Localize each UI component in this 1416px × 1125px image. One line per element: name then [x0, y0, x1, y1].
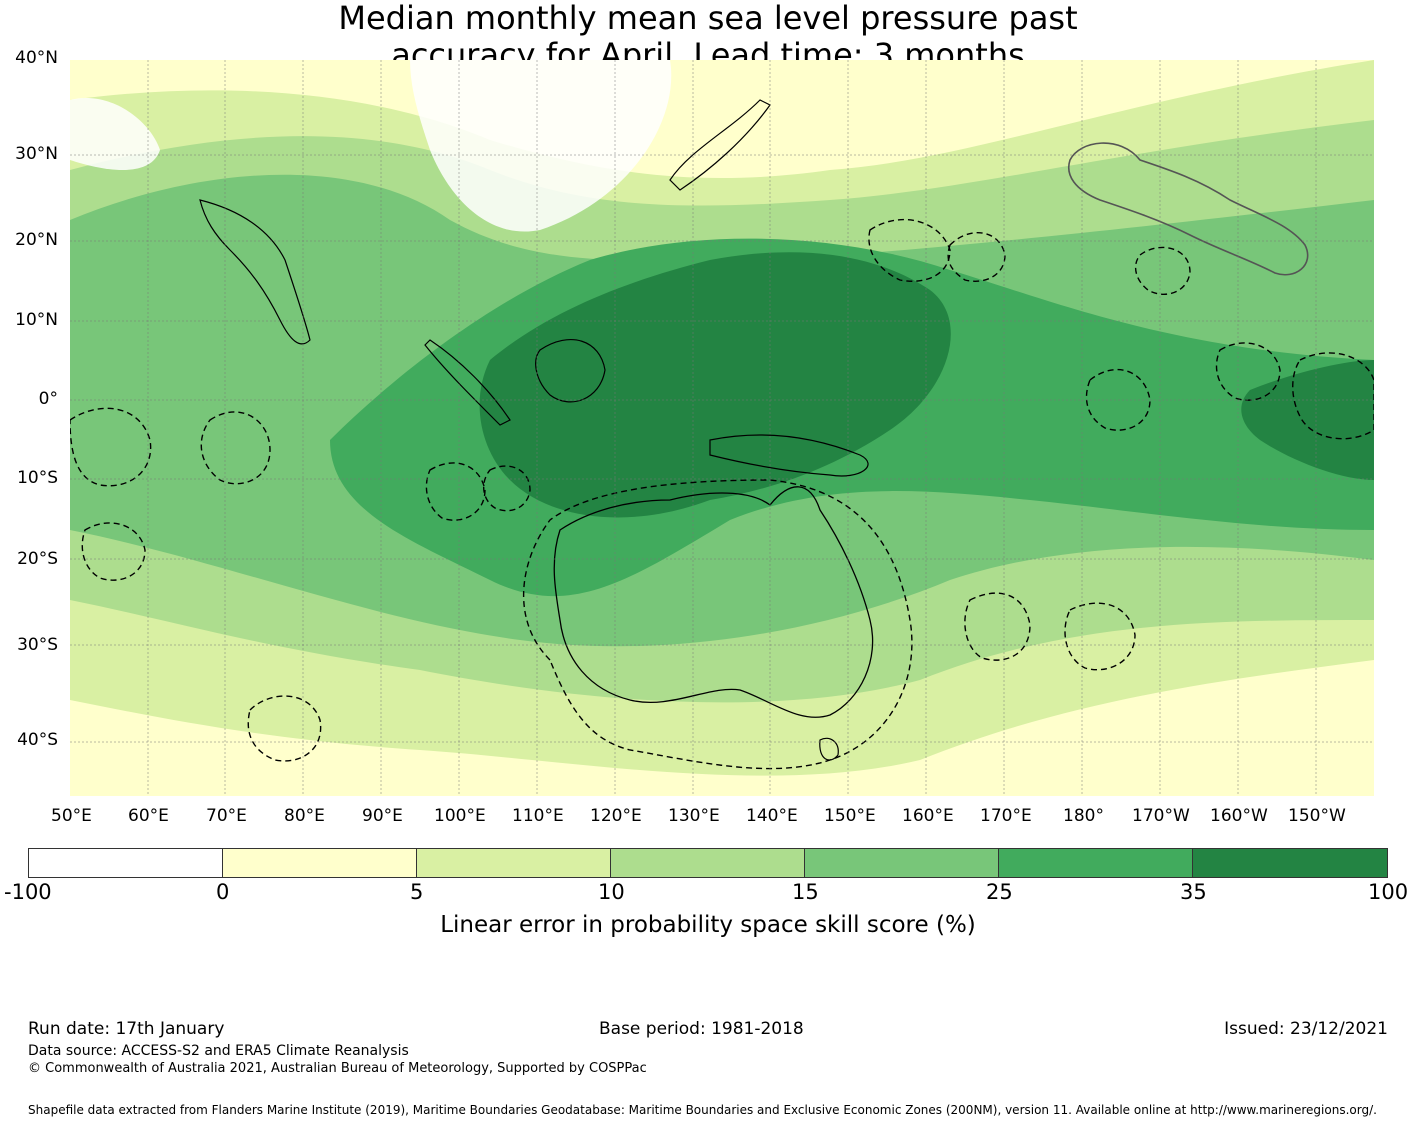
issued-date: Issued: 23/12/2021: [1224, 1019, 1388, 1039]
map-canvas: [70, 60, 1374, 796]
eez-boundaries: [70, 218, 1374, 770]
skill-score-map: [70, 60, 1374, 796]
sumatra-coastline: [424, 339, 511, 426]
colorbar-tick: 15: [792, 880, 819, 904]
lat-label-20n: 20°N: [15, 230, 58, 250]
lat-label-10s: 10°S: [17, 468, 58, 488]
lon-label-90e: 90°E: [362, 806, 403, 826]
lat-label-20s: 20°S: [17, 549, 58, 569]
colorbar-tick: 35: [1180, 880, 1207, 904]
lon-label-150e: 150°E: [824, 806, 876, 826]
graticule: [70, 60, 1374, 796]
colorbar-segment: [805, 849, 999, 877]
borneo-coastline: [535, 339, 606, 403]
colorbar-tick: 100: [1368, 880, 1409, 904]
lon-label-60e: 60°E: [128, 806, 169, 826]
lon-label-160w: 160°W: [1210, 806, 1268, 826]
colorbar-tick: 10: [598, 880, 625, 904]
new-guinea-coastline: [709, 434, 869, 477]
lon-label-50e: 50°E: [51, 806, 92, 826]
colorbar-segment: [611, 849, 805, 877]
shapefile-credit: Shapefile data extracted from Flanders M…: [28, 1103, 1377, 1117]
colorbar: [28, 848, 1388, 878]
colorbar-tick: 5: [410, 880, 424, 904]
skill-band-100: [479, 252, 951, 518]
lon-label-130e: 130°E: [668, 806, 720, 826]
skill-band-100-east: [1241, 360, 1374, 480]
lat-label-30n: 30°N: [15, 144, 58, 164]
skill-band-negative-china: [410, 60, 672, 232]
lon-label-120e: 120°E: [590, 806, 642, 826]
colorbar-segment: [1193, 849, 1387, 877]
tasmania-coastline: [819, 737, 839, 761]
colorbar-tick: -100: [4, 880, 52, 904]
lat-label-40s: 40°S: [17, 730, 58, 750]
colorbar-tick: 0: [216, 880, 230, 904]
lon-label-80e: 80°E: [284, 806, 325, 826]
australia-coastline: [553, 486, 874, 718]
lat-label-30s: 30°S: [17, 635, 58, 655]
lon-label-70e: 70°E: [206, 806, 247, 826]
lon-label-170e: 170°E: [980, 806, 1032, 826]
copyright: © Commonwealth of Australia 2021, Austra…: [28, 1061, 647, 1076]
run-date: Run date: 17th January: [28, 1019, 225, 1039]
lon-label-140e: 140°E: [746, 806, 798, 826]
colorbar-segment: [999, 849, 1193, 877]
colorbar-segment: [223, 849, 417, 877]
lon-label-110e: 110°E: [512, 806, 564, 826]
data-source: Data source: ACCESS-S2 and ERA5 Climate …: [28, 1043, 409, 1059]
colorbar-segment: [29, 849, 223, 877]
lat-label-40n: 40°N: [15, 48, 58, 68]
lon-label-170w: 170°W: [1132, 806, 1190, 826]
lon-label-100e: 100°E: [434, 806, 486, 826]
lon-label-150w: 150°W: [1288, 806, 1346, 826]
india-coastline: [199, 199, 311, 345]
lon-label-180: 180°: [1063, 806, 1104, 826]
skill-band-negative-west: [70, 98, 160, 170]
lon-label-160e: 160°E: [902, 806, 954, 826]
base-period: Base period: 1981-2018: [599, 1019, 804, 1039]
colorbar-label: Linear error in probability space skill …: [440, 912, 976, 938]
lat-label-10n: 10°N: [15, 310, 58, 330]
lat-label-0: 0°: [38, 389, 58, 409]
colorbar-segment: [417, 849, 611, 877]
hawaii-eez: [1068, 142, 1309, 276]
colorbar-tick: 25: [986, 880, 1013, 904]
chart-title-line-1: Median monthly mean sea level pressure p…: [338, 0, 1078, 37]
